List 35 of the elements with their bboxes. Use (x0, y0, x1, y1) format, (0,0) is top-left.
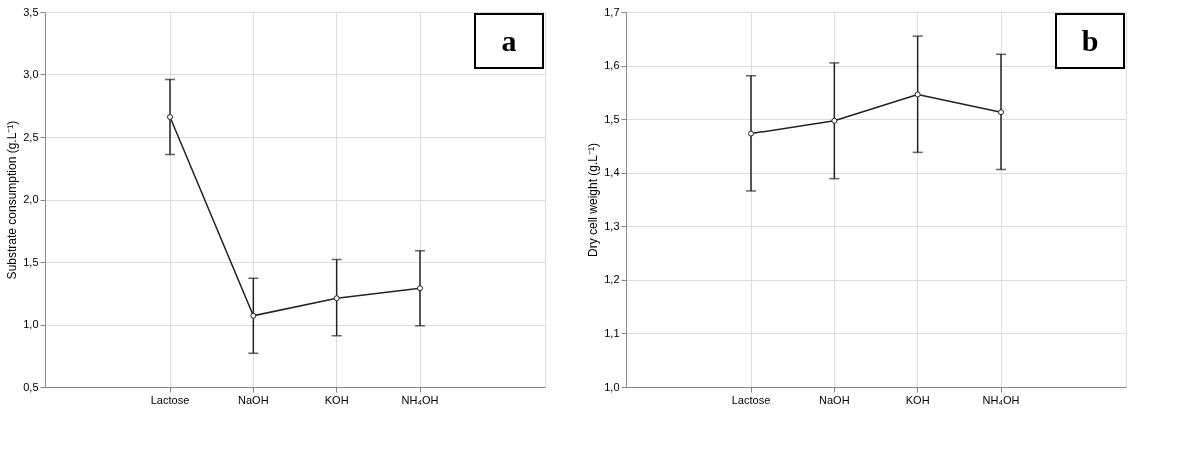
point (998, 109, 1004, 116)
point (250, 312, 257, 319)
x-tick-label: Lactose (150, 393, 190, 406)
x-tick-label: KOH (324, 393, 349, 406)
x-tick-label: NaOH (238, 393, 269, 406)
y-axis-title: Substrate consumption (g.L⁻¹) (5, 120, 20, 280)
x-tick-label: NH₄OH (982, 393, 1020, 406)
x-tick-label: Lactose (731, 393, 771, 406)
y-tick-label: 1,3 (604, 219, 620, 232)
y-tick-label: 1,4 (604, 166, 620, 179)
x-tick-label: NH₄OH (401, 393, 439, 406)
point (417, 285, 423, 292)
point (333, 295, 340, 302)
y-tick-label: 1,7 (604, 5, 620, 18)
y-tick-label: 1,5 (604, 112, 620, 125)
point (831, 117, 838, 124)
x-tick-label: NaOH (819, 393, 850, 406)
y-tick-label: 1,2 (604, 273, 620, 286)
y-tick-label: 0,5 (23, 380, 39, 393)
point (167, 114, 173, 120)
point (914, 91, 921, 98)
y-tick-label: 3,0 (23, 68, 39, 80)
y-tick-label: 2,5 (23, 130, 39, 143)
y-tick-label: 1,0 (604, 380, 620, 393)
y-tick-label: 2,0 (23, 193, 39, 205)
y-tick-label: 1,0 (23, 318, 39, 330)
text: b (1081, 24, 1099, 57)
y-tick-label: 1,6 (604, 59, 620, 72)
y-axis-title: Dry cell weight (g.L⁻¹) (586, 142, 601, 258)
text: a (501, 24, 517, 57)
y-tick-label: 3,5 (23, 5, 39, 18)
y-tick-label: 1,5 (23, 255, 39, 268)
y-tick-label: 1,1 (604, 326, 620, 339)
x-tick-label: KOH (905, 393, 930, 406)
point (748, 130, 754, 137)
